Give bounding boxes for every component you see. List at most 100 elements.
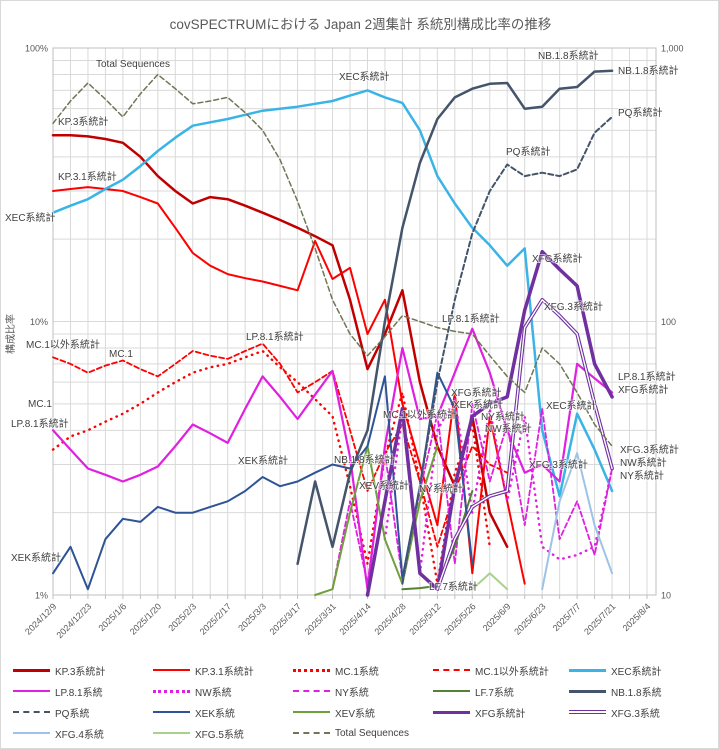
series-KP.3.1系統計 bbox=[52, 186, 526, 585]
chart-title: covSPECTRUMにおける Japan 2週集計 系統別構成比率の推移 bbox=[169, 17, 552, 32]
x-tick-label: 2025/7/21 bbox=[582, 601, 617, 636]
series-label: MC.1以外系統計 bbox=[383, 408, 457, 421]
x-tick-label: 2025/4/28 bbox=[372, 601, 407, 636]
x-tick-label: 2025/6/9 bbox=[481, 601, 513, 633]
plot-border bbox=[52, 47, 657, 596]
legend-swatch-icon bbox=[569, 668, 606, 672]
x-tick-label: 2025/2/17 bbox=[198, 601, 233, 636]
legend-item-KP.3系統計: KP.3系統計 bbox=[13, 662, 105, 678]
legend-label: XFG.4系統 bbox=[55, 729, 104, 741]
legend-swatch-icon bbox=[433, 690, 470, 692]
series-label: NW系統計 bbox=[620, 456, 667, 469]
series-XEC系統計 bbox=[51, 89, 614, 498]
legend-label: PQ系統 bbox=[55, 708, 90, 720]
legend-item-MC.1系統: MC.1系統 bbox=[293, 662, 379, 678]
x-tick-label: 2025/2/3 bbox=[166, 601, 198, 633]
series-label: XEC系統計 bbox=[5, 211, 56, 224]
series-label: XFG.3系統計 bbox=[529, 458, 588, 471]
series-label: XFG系統計 bbox=[451, 386, 502, 399]
legend-swatch-icon bbox=[293, 690, 330, 692]
x-tick-label: 2025/5/26 bbox=[442, 601, 477, 636]
series-label: XEK系統計 bbox=[453, 398, 503, 411]
series-label: NB.1.8系統計 bbox=[334, 453, 395, 466]
x-tick-label: 2025/7/7 bbox=[551, 601, 583, 633]
series-label: Total Sequences bbox=[96, 59, 170, 70]
x-tick-label: 2025/1/6 bbox=[96, 601, 128, 633]
x-tick-label: 2025/3/3 bbox=[236, 601, 268, 633]
legend-label: XFG.3系統 bbox=[611, 708, 660, 720]
y-left-tick-label: 10% bbox=[30, 317, 48, 327]
series-XFG.5系統 bbox=[471, 572, 509, 591]
legend-swatch-icon bbox=[569, 710, 606, 714]
x-tick-label: 2025/4/14 bbox=[337, 601, 372, 636]
y-right-tick-label: 10 bbox=[661, 591, 671, 601]
series-MC.1以外系統計 bbox=[52, 342, 509, 548]
legend-label: XEK系統 bbox=[195, 708, 236, 720]
series-label: XEC系統計 bbox=[339, 70, 390, 83]
legend-label: KP.3.1系統計 bbox=[195, 666, 254, 678]
x-tick-label: 2025/3/17 bbox=[268, 601, 303, 636]
series-Total Sequences bbox=[52, 73, 613, 447]
legend-label: LP.8.1系統 bbox=[55, 687, 103, 699]
legend-item-XFG.5系統: XFG.5系統 bbox=[153, 725, 244, 741]
legend-swatch-icon bbox=[293, 732, 330, 734]
series-label: XEV系統計 bbox=[359, 479, 409, 492]
legend-swatch-icon bbox=[13, 732, 50, 734]
series-label: LP.8.1系統計 bbox=[246, 330, 304, 343]
series-label: LP.8.1系統計 bbox=[618, 370, 676, 383]
legend-item-PQ系統: PQ系統 bbox=[13, 704, 89, 720]
legend-swatch-icon bbox=[293, 668, 330, 672]
series-XFG系統計 bbox=[365, 249, 614, 597]
series-PQ系統 bbox=[401, 115, 614, 585]
x-tick-label: 2025/8/4 bbox=[621, 601, 653, 633]
legend-label: XEC系統計 bbox=[611, 666, 662, 678]
series-LP.8.1系統 bbox=[51, 327, 614, 591]
y-right-tick-label: 100 bbox=[661, 317, 676, 327]
series-label: XEK系統計 bbox=[238, 454, 288, 467]
legend-item-KP.3.1系統計: KP.3.1系統計 bbox=[153, 662, 254, 678]
series-NY系統 bbox=[331, 402, 613, 591]
legend-item-LP.8.1系統: LP.8.1系統 bbox=[13, 683, 103, 699]
series-label: PQ系統計 bbox=[618, 106, 662, 119]
legend-label: XEV系統 bbox=[335, 708, 376, 720]
y-axis-title: 構成比率 bbox=[4, 314, 17, 354]
legend-item-XFG系統計: XFG系統計 bbox=[433, 704, 526, 720]
series-label: NW系統計 bbox=[485, 422, 532, 435]
y-right-tick-label: 1,000 bbox=[661, 44, 684, 54]
legend-item-Total Sequences: Total Sequences bbox=[293, 725, 409, 741]
series-XEV系統 bbox=[314, 445, 439, 596]
series-label: NY系統計 bbox=[620, 469, 664, 482]
legend-swatch-icon bbox=[293, 711, 330, 713]
legend-item-LF.7系統: LF.7系統 bbox=[433, 683, 514, 699]
series-label: XEK系統計 bbox=[11, 551, 61, 564]
legend-item-XFG.3系統: XFG.3系統 bbox=[569, 704, 660, 720]
legend-label: Total Sequences bbox=[335, 727, 409, 739]
x-tick-label: 2024/12/9 bbox=[23, 601, 58, 636]
legend-label: XFG.5系統 bbox=[195, 729, 244, 741]
series-label: KP.3系統計 bbox=[58, 115, 108, 128]
legend-label: MC.1系統 bbox=[335, 666, 379, 678]
legend-label: NB.1.8系統 bbox=[611, 687, 662, 699]
legend-item-MC.1以外系統計: MC.1以外系統計 bbox=[433, 662, 549, 678]
legend-item-XEC系統計: XEC系統計 bbox=[569, 662, 662, 678]
legend-item-NB.1.8系統: NB.1.8系統 bbox=[569, 683, 662, 699]
series-label: NB.1.8系統計 bbox=[618, 64, 679, 77]
x-tick-label: 2025/6/23 bbox=[512, 601, 547, 636]
legend-item-NY系統: NY系統 bbox=[293, 683, 369, 699]
y-left-tick-label: 100% bbox=[25, 44, 48, 54]
series-MC.1系統 bbox=[51, 349, 491, 585]
legend-swatch-icon bbox=[433, 710, 470, 714]
series-label: KP.3.1系統計 bbox=[58, 170, 117, 183]
series-label: LP.8.1系統計 bbox=[442, 312, 500, 325]
series-label: MC.1 bbox=[109, 349, 133, 360]
series-XFG.4系統 bbox=[541, 452, 614, 591]
series-core-XFG.3系統 bbox=[436, 299, 613, 590]
series-label: XFG.3系統計 bbox=[544, 300, 603, 313]
series-label: PQ系統計 bbox=[506, 145, 550, 158]
series-label: LP.8.1系統計 bbox=[11, 417, 69, 430]
series-label: MC.1 bbox=[28, 399, 52, 410]
legend-swatch-icon bbox=[153, 669, 190, 671]
legend-label: XFG系統計 bbox=[475, 708, 526, 720]
